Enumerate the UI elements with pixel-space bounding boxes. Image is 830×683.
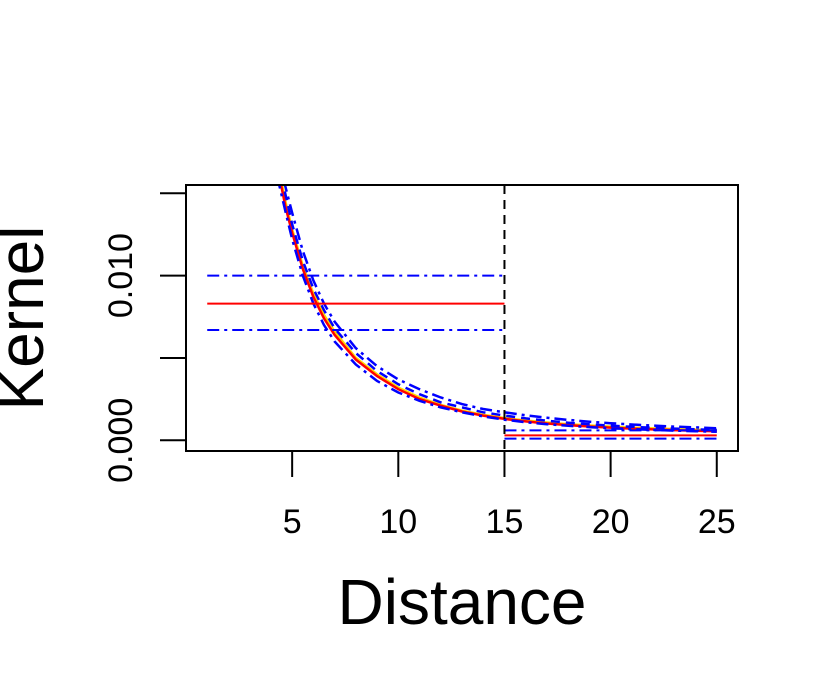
x-tick-label-1: 10 bbox=[379, 503, 417, 541]
plot-lines bbox=[207, 185, 717, 451]
x-tick-label-0: 5 bbox=[283, 503, 302, 541]
x-axis: 5 10 15 20 25 bbox=[283, 450, 736, 541]
series-upper-band-2 bbox=[283, 185, 717, 430]
series-upper-band-2-4 bbox=[282, 185, 717, 432]
x-tick-label-4: 25 bbox=[698, 503, 736, 541]
y-tick-label-2: 0.010 bbox=[102, 233, 140, 318]
x-axis-title: Distance bbox=[338, 566, 587, 638]
x-tick-label-3: 20 bbox=[592, 503, 630, 541]
y-axis-title: Kernel bbox=[0, 226, 57, 411]
series-estimate-curve-0 bbox=[280, 185, 717, 432]
y-axis: 0.000 0.010 bbox=[102, 192, 187, 483]
y-tick-label-0: 0.000 bbox=[102, 398, 140, 483]
series-estimate-curve-1 bbox=[279, 185, 717, 433]
x-tick-label-2: 15 bbox=[486, 503, 524, 541]
